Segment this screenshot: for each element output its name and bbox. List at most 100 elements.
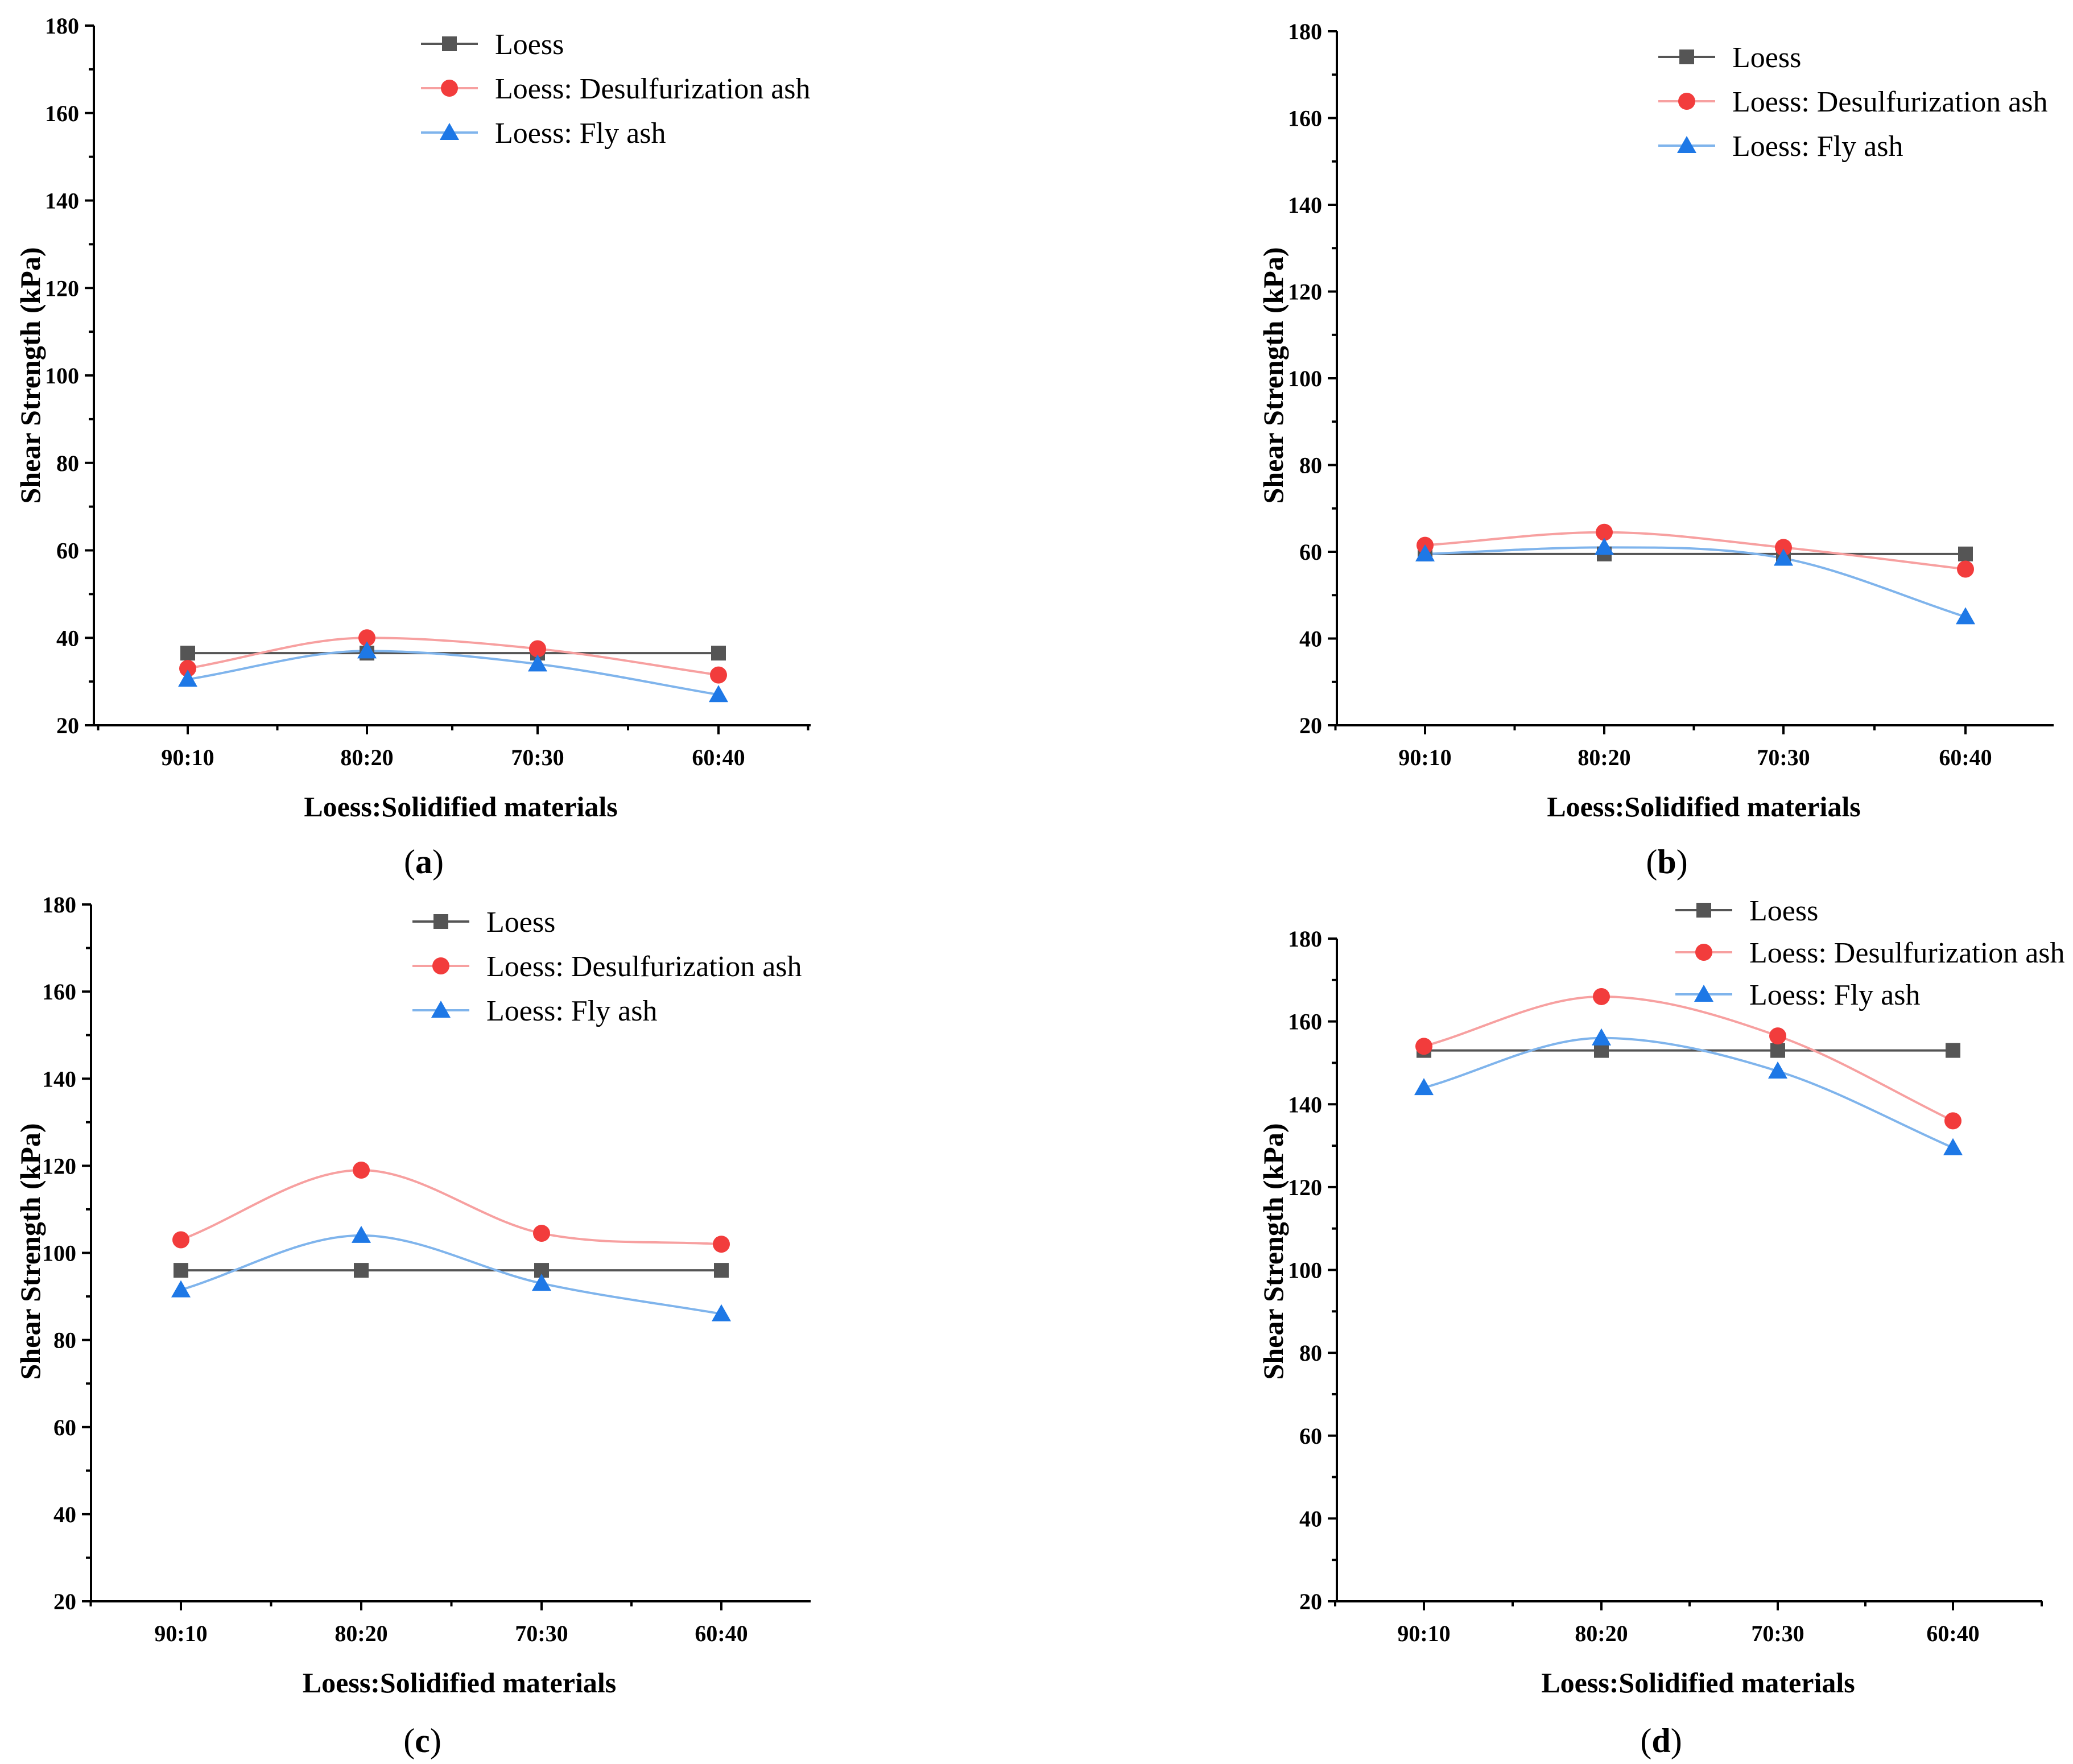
data-point	[1775, 539, 1792, 556]
data-point	[1770, 1043, 1785, 1058]
legend-label: Loess: Fly ash	[1732, 130, 1903, 163]
y-tick-label: 60	[1299, 539, 1322, 565]
legend-marker	[1694, 985, 1713, 1002]
data-point	[1414, 1078, 1434, 1096]
y-tick-label: 80	[1299, 1340, 1322, 1366]
data-point	[710, 666, 727, 684]
y-tick-label: 180	[45, 13, 79, 39]
chart-panel-a: 20 40 60 80 100 120 140 160 180 90:10 80:20 70:30 60…	[14, 13, 811, 881]
data-point	[354, 1263, 369, 1278]
data-point	[178, 670, 197, 687]
y-axis-title: Shear Strength (kPa)	[1257, 247, 1289, 504]
legend-label: Loess: Desulfurization ash	[486, 951, 802, 983]
data-point	[1596, 523, 1613, 541]
series-line-1	[187, 637, 719, 676]
y-tick-label: 40	[1299, 1506, 1322, 1531]
y-tick-label: 60	[53, 1415, 76, 1440]
legend-label: Loess: Fly ash	[495, 117, 666, 150]
y-tick-label: 120	[1288, 279, 1322, 305]
x-axis-title: Loess:Solidified materials	[303, 1667, 616, 1699]
data-point	[712, 1304, 731, 1321]
y-tick-label: 80	[1299, 453, 1322, 478]
y-tick-label: 100	[1288, 366, 1322, 391]
legend-marker	[1696, 903, 1711, 918]
data-point	[1956, 607, 1975, 625]
legend-label: Loess	[495, 28, 564, 61]
y-tick-label: 60	[1299, 1423, 1322, 1449]
chart-panel-c: 20 40 60 80 100 120 140 160 180 90:10 80:20 70:30 60…	[14, 892, 811, 1759]
y-tick-label: 20	[56, 713, 79, 738]
y-tick-label: 40	[53, 1502, 76, 1527]
legend-label: Loess: Desulfurization ash	[1732, 86, 2048, 118]
legend-marker	[1678, 93, 1695, 110]
y-tick-label: 140	[1288, 192, 1322, 218]
legend-marker	[432, 957, 449, 974]
x-tick-label: 60:40	[1939, 745, 1992, 770]
x-tick-label: 80:20	[335, 1621, 387, 1646]
series-line-2	[1423, 1036, 1954, 1149]
y-tick-label: 20	[1299, 1589, 1322, 1614]
panel-label: (c)	[403, 1722, 441, 1759]
data-point	[174, 1263, 188, 1278]
y-tick-label: 160	[1288, 1009, 1322, 1035]
data-point	[1594, 1043, 1609, 1058]
data-point	[1415, 1038, 1432, 1055]
chart-panel-d: 20 40 60 80 100 120 140 160 180 90:10 80:20 70:30 60…	[1257, 895, 2065, 1759]
y-tick-label: 100	[45, 363, 79, 389]
y-tick-label: 120	[45, 275, 79, 301]
y-tick-label: 140	[42, 1066, 76, 1092]
data-point	[172, 1231, 189, 1249]
data-point	[1946, 1043, 1960, 1058]
x-axis-title: Loess:Solidified materials	[304, 791, 617, 823]
series-line-1	[180, 1169, 722, 1246]
legend-label: Loess	[1749, 895, 1818, 927]
y-tick-label: 160	[45, 101, 79, 126]
legend-marker	[441, 80, 458, 97]
x-tick-label: 60:40	[695, 1621, 748, 1646]
x-tick-label: 80:20	[1575, 1621, 1628, 1646]
series-line-2	[187, 650, 719, 696]
data-point	[709, 685, 728, 703]
x-tick-label: 90:10	[154, 1621, 207, 1646]
x-tick-label: 90:10	[161, 745, 214, 770]
y-axis-title: Shear Strength (kPa)	[1257, 1123, 1289, 1380]
legend-marker	[433, 914, 448, 929]
x-tick-label: 70:30	[1757, 745, 1810, 770]
data-point	[1415, 544, 1435, 561]
legend-label: Loess: Fly ash	[486, 995, 657, 1027]
y-axis-title: Shear Strength (kPa)	[14, 1123, 46, 1380]
x-tick-label: 90:10	[1398, 745, 1451, 770]
y-tick-label: 140	[1288, 1092, 1322, 1117]
data-point	[171, 1280, 191, 1298]
y-tick-label: 120	[42, 1153, 76, 1179]
y-tick-label: 100	[1288, 1258, 1322, 1283]
data-point	[1595, 538, 1614, 555]
data-point	[1958, 546, 1973, 561]
legend-marker	[440, 123, 459, 140]
y-tick-label: 20	[1299, 713, 1322, 738]
legend-marker	[1677, 136, 1696, 153]
y-tick-label: 180	[42, 892, 76, 918]
legend-label: Loess: Desulfurization ash	[1749, 937, 2065, 969]
data-point	[532, 1274, 551, 1291]
x-tick-label: 70:30	[511, 745, 564, 770]
y-tick-label: 160	[1288, 106, 1322, 131]
y-tick-label: 160	[42, 979, 76, 1005]
data-point	[1769, 1027, 1786, 1045]
x-tick-label: 60:40	[692, 745, 745, 770]
legend-marker	[442, 36, 457, 51]
y-tick-label: 80	[53, 1328, 76, 1353]
panel-label: (a)	[404, 843, 444, 881]
legend-label: Loess	[486, 906, 555, 939]
data-point	[1957, 560, 1974, 578]
data-point	[1592, 1028, 1611, 1046]
x-axis-title: Loess:Solidified materials	[1547, 791, 1860, 823]
legend-marker	[1679, 49, 1694, 64]
data-point	[1774, 548, 1793, 566]
y-axis-title: Shear Strength (kPa)	[14, 247, 46, 504]
legend-label: Loess: Fly ash	[1749, 979, 1920, 1011]
y-tick-label: 60	[56, 538, 79, 564]
x-tick-label: 90:10	[1397, 1621, 1450, 1646]
x-tick-label: 80:20	[1578, 745, 1630, 770]
y-tick-label: 40	[1299, 626, 1322, 652]
